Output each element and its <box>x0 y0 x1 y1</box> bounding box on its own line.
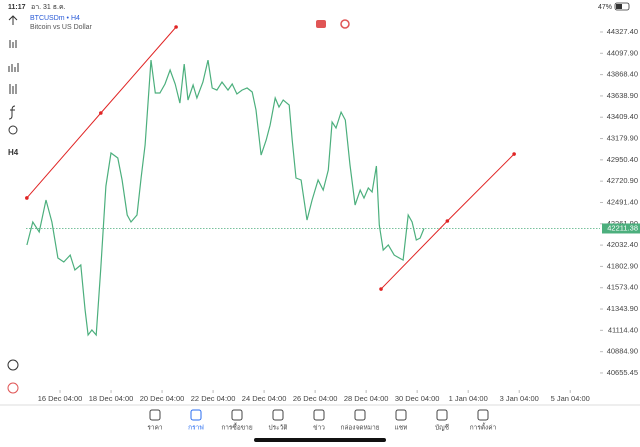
status-battery: 47% <box>598 4 612 11</box>
logo-icon[interactable] <box>7 382 19 394</box>
y-tick-label: 42720.90 <box>607 176 638 185</box>
symbol-desc: Bitcoin vs US Dollar <box>30 24 93 31</box>
tab-label[interactable]: บัญชี <box>435 424 450 432</box>
left-toolbar <box>7 15 19 394</box>
indicator-button[interactable] <box>340 19 350 29</box>
y-tick-label: 41114.40 <box>608 325 638 334</box>
x-tick-label: 20 Dec 04:00 <box>140 394 185 403</box>
status-date: อา. 31 ธ.ค. <box>31 4 66 11</box>
search-icon[interactable] <box>7 359 19 371</box>
trendline-point <box>99 111 103 115</box>
x-tick-label: 30 Dec 04:00 <box>395 394 440 403</box>
tab-icon[interactable] <box>231 409 243 421</box>
tab-label[interactable]: ข่าว <box>313 425 325 432</box>
trendline-point <box>25 196 29 200</box>
y-tick-label: 43638.90 <box>607 91 638 100</box>
x-tick-label: 26 Dec 04:00 <box>293 394 338 403</box>
y-tick-label: 44327.40 <box>607 27 638 36</box>
x-tick-label: 22 Dec 04:00 <box>191 394 236 403</box>
trendline-point <box>379 287 383 291</box>
tab-icon[interactable] <box>395 409 407 421</box>
y-tick-label: 41343.90 <box>607 304 638 313</box>
trendline-point <box>512 152 516 156</box>
tab-label[interactable]: แชท <box>395 425 408 432</box>
y-tick-label: 42261.90 <box>607 219 638 228</box>
status-time: 11:17 <box>8 4 26 11</box>
y-tick-label: 41573.40 <box>607 283 638 292</box>
y-tick-label: 43868.40 <box>607 70 638 79</box>
y-tick-label: 43179.90 <box>607 134 638 143</box>
tab-label[interactable]: กราฟ <box>188 425 204 432</box>
timeframe-button[interactable]: H4 <box>8 148 19 157</box>
tab-icon[interactable] <box>436 409 448 421</box>
indicators-icon[interactable] <box>9 84 17 94</box>
y-tick-label: 42032.40 <box>607 240 638 249</box>
battery-icon <box>614 2 630 11</box>
y-tick-label: 43409.40 <box>607 112 638 121</box>
tab-label[interactable]: การตั้งค่า <box>470 423 497 432</box>
tab-icon[interactable] <box>313 409 325 421</box>
symbol-title[interactable]: BTCUSDm • H4 <box>30 15 80 22</box>
y-tick-label: 42950.40 <box>607 155 638 164</box>
current-price-label: 42211.38 <box>607 223 638 232</box>
tab-icon[interactable] <box>149 409 161 421</box>
function-icon[interactable] <box>8 105 16 120</box>
tab-icon[interactable] <box>190 409 202 421</box>
tab-icon[interactable] <box>354 409 366 421</box>
crosshair-icon[interactable] <box>8 15 18 25</box>
y-tick-label: 40884.90 <box>607 347 638 356</box>
x-tick-label: 24 Dec 04:00 <box>242 394 287 403</box>
y-tick-label: 41802.90 <box>607 261 638 270</box>
trendline-point <box>174 25 178 29</box>
x-tick-label: 5 Jan 04:00 <box>551 394 590 403</box>
tab-label[interactable]: ราคา <box>147 425 162 432</box>
current-price-box <box>602 223 640 234</box>
objects-icon[interactable] <box>8 125 18 135</box>
home-indicator <box>254 438 386 442</box>
y-tick-label: 44097.90 <box>607 48 638 57</box>
price-line <box>26 59 425 337</box>
trade-button[interactable] <box>316 20 326 28</box>
battery-level <box>616 4 622 9</box>
tab-icon[interactable] <box>272 409 284 421</box>
y-tick-label: 42491.40 <box>607 197 638 206</box>
tab-label[interactable]: การซื้อขาย <box>221 423 252 432</box>
x-tick-label: 28 Dec 04:00 <box>344 394 389 403</box>
trendline-point <box>445 219 450 223</box>
x-tick-label: 16 Dec 04:00 <box>38 394 83 403</box>
tab-icon[interactable] <box>477 409 489 421</box>
candle-icon[interactable] <box>9 40 17 48</box>
x-tick-label: 3 Jan 04:00 <box>500 394 539 403</box>
x-tick-label: 18 Dec 04:00 <box>89 394 134 403</box>
x-tick-label: 1 Jan 04:00 <box>449 394 488 403</box>
y-tick-label: 40655.45 <box>607 368 638 377</box>
tab-label[interactable]: ประวัติ <box>269 424 288 432</box>
bar-icon[interactable] <box>8 63 19 72</box>
tab-label[interactable]: กล่องจดหมาย <box>340 425 379 432</box>
